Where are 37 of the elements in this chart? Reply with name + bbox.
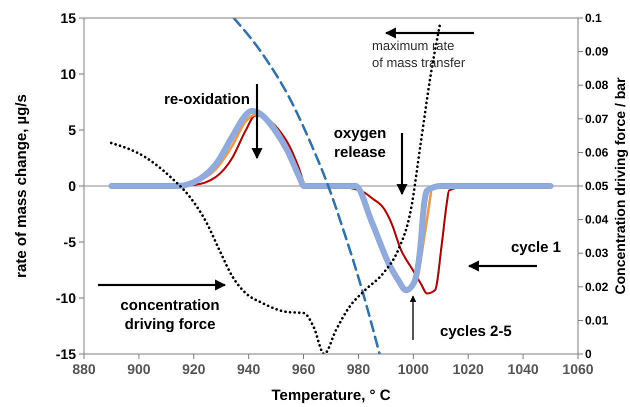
x-tick-label: 1060 <box>562 361 594 377</box>
y2-tick-label: 0.05 <box>585 179 609 193</box>
x-tick-label: 900 <box>127 361 151 377</box>
annotation: cycle 1 <box>510 239 562 256</box>
y2-axis-title: Concentration driving force / bar <box>612 76 628 295</box>
y-tick-label: -10 <box>56 290 76 306</box>
y2-tick-label: 0.06 <box>585 145 609 160</box>
annotation: re-oxidation <box>164 91 250 108</box>
y2-tick-label: 0.01 <box>585 313 609 328</box>
y2-tick-label: 0.09 <box>585 44 609 59</box>
annotation: maximum rate of mass transfer <box>372 38 466 70</box>
x-tick-label: 1040 <box>508 361 539 377</box>
annotation: oxygen release <box>334 125 386 161</box>
y2-tick-label: 0.1 <box>585 11 602 25</box>
y-tick-label: 5 <box>68 122 76 138</box>
y-tick-label: -5 <box>64 234 76 250</box>
x-tick-label: 1020 <box>452 361 484 377</box>
annotation: cycles 2-5 <box>440 323 512 340</box>
y-tick-label: 15 <box>60 10 76 26</box>
y2-tick-label: 0.04 <box>585 212 609 227</box>
y2-tick-label: 0.07 <box>585 112 609 126</box>
x-tick-label: 880 <box>72 361 96 377</box>
y-tick-label: 0 <box>68 178 76 194</box>
x-tick-label: 960 <box>292 361 316 377</box>
y2-tick-label: 0.03 <box>585 246 609 260</box>
y2-tick-label: 0.08 <box>585 78 609 92</box>
y2-tick-label: 0.02 <box>585 280 609 294</box>
y-tick-label: -15 <box>56 346 76 362</box>
x-tick-label: 920 <box>182 361 206 377</box>
x-axis-title: Temperature, ° C <box>271 387 391 404</box>
annotation: concentration driving force <box>120 297 220 333</box>
y-tick-label: 10 <box>60 66 76 82</box>
x-tick-label: 1000 <box>398 361 430 377</box>
y-axis-title: rate of mass change, µg/s <box>13 94 30 278</box>
x-tick-label: 980 <box>346 361 370 377</box>
y2-tick-label: 0 <box>585 347 592 361</box>
x-tick-label: 940 <box>236 361 261 377</box>
